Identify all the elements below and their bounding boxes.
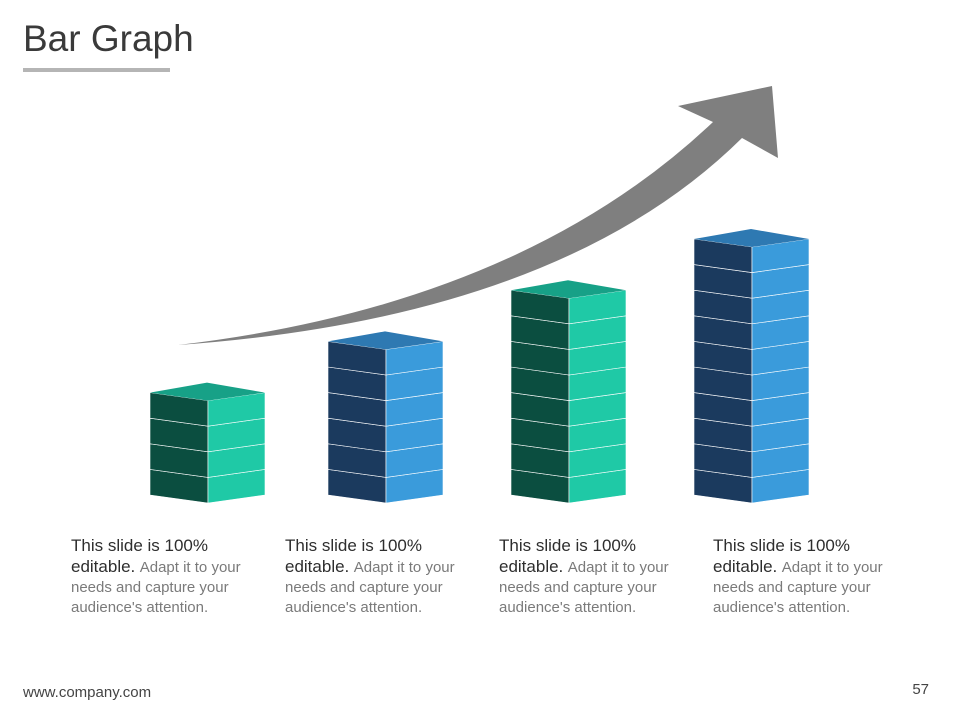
bar-top bbox=[694, 229, 809, 247]
caption-body: Adapt it to your needs and capture your … bbox=[499, 559, 669, 616]
caption: This slide is 100% editable. Adapt it to… bbox=[713, 536, 903, 618]
caption: This slide is 100% editable. Adapt it to… bbox=[499, 536, 689, 618]
bar-top bbox=[511, 280, 626, 299]
caption-lead: This slide is 100% editable. bbox=[499, 536, 637, 576]
growth-arrow bbox=[178, 86, 778, 345]
bar bbox=[149, 382, 266, 504]
caption-lead: This slide is 100% editable. bbox=[71, 536, 209, 576]
block-right bbox=[751, 238, 810, 273]
caption-lead: This slide is 100% editable. bbox=[285, 536, 423, 576]
caption: This slide is 100% editable. Adapt it to… bbox=[71, 536, 261, 618]
caption-body: Adapt it to your needs and capture your … bbox=[285, 559, 455, 616]
page-number: 57 bbox=[912, 681, 929, 698]
title-underline bbox=[23, 68, 170, 72]
bar-top bbox=[328, 331, 443, 350]
caption-body: Adapt it to your needs and capture your … bbox=[713, 559, 883, 616]
bar bbox=[510, 280, 627, 504]
caption-lead: This slide is 100% editable. bbox=[713, 536, 851, 576]
bar-top bbox=[150, 382, 265, 401]
caption-body: Adapt it to your needs and capture your … bbox=[71, 559, 241, 616]
bar bbox=[327, 331, 444, 504]
title: Bar Graph bbox=[23, 18, 194, 59]
bar bbox=[693, 229, 810, 504]
footer: www.company.com bbox=[23, 684, 152, 701]
caption: This slide is 100% editable. Adapt it to… bbox=[285, 536, 475, 618]
